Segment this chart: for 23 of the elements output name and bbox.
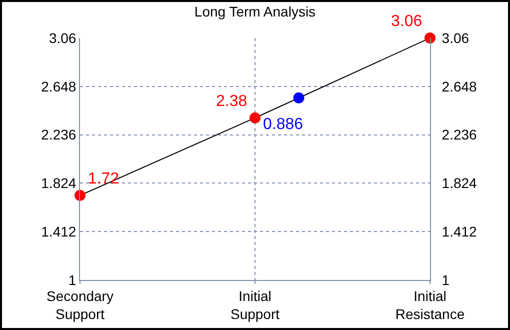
y2-tick-label: 2.648	[442, 78, 478, 94]
chart-title: Long Term Analysis	[194, 4, 316, 20]
y2-tick-label: 3.06	[442, 30, 470, 46]
point	[424, 32, 436, 44]
x-tick-label: Secondary Support	[46, 288, 114, 322]
y2-tick-label: 1	[442, 272, 450, 288]
y-tick-label: 3.06	[48, 30, 76, 46]
x-tick-label: Initial Resistance	[395, 288, 465, 322]
y-tick-label: 2.648	[41, 78, 76, 94]
y-tick-label: 1.824	[41, 175, 76, 192]
data-label: 1.72	[88, 170, 120, 188]
x-tick-label: Initial Support	[230, 288, 280, 322]
y2-tick-label: 1.824	[442, 175, 478, 192]
y-tick-label: 1.412	[41, 224, 76, 240]
data-label: 2.38	[216, 93, 248, 110]
y-tick-label: 1	[68, 272, 76, 288]
point	[250, 112, 260, 124]
y-tick-label: 2.236	[41, 126, 76, 143]
point	[293, 92, 304, 104]
y2-tick-label: 2.236	[442, 126, 478, 143]
data-label: 3.06	[390, 13, 422, 30]
y2-tick-label: 1.412	[442, 224, 478, 240]
annotation: 0.886	[263, 116, 304, 133]
